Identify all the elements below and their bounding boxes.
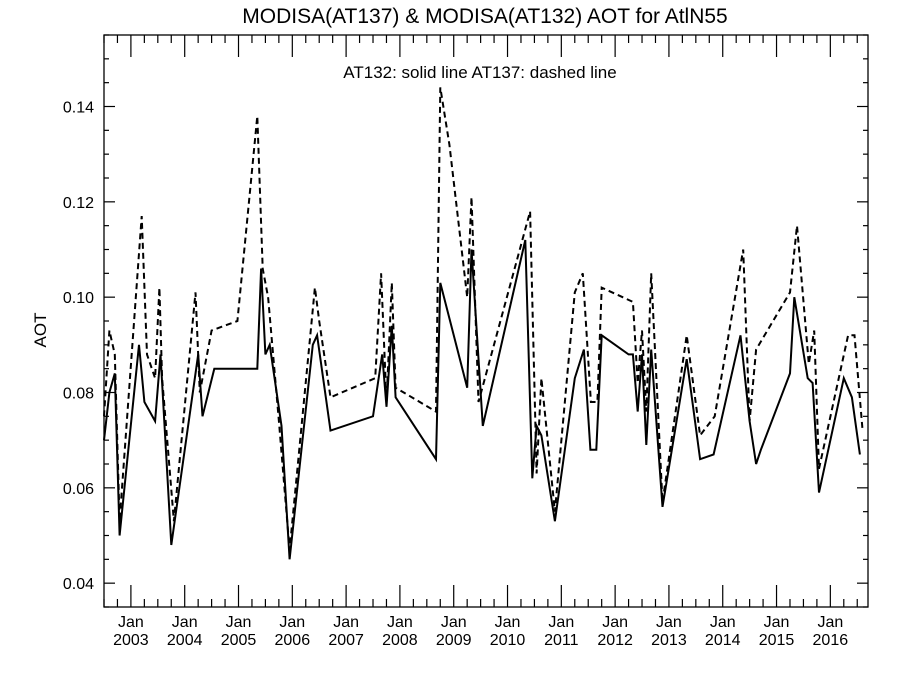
- x-tick-label-month: Jan: [656, 614, 682, 631]
- x-tick-label-month: Jan: [495, 614, 521, 631]
- x-tick-label-year: 2004: [167, 632, 203, 649]
- x-tick-label-month: Jan: [602, 614, 628, 631]
- y-tick-label: 0.04: [63, 576, 94, 593]
- x-tick-label-month: Jan: [548, 614, 574, 631]
- y-tick-label: 0.12: [63, 195, 94, 212]
- x-tick-label-year: 2011: [544, 632, 579, 649]
- x-tick-label-year: 2014: [705, 632, 741, 649]
- x-tick-label-year: 2016: [813, 632, 849, 649]
- x-tick-label-year: 2013: [651, 632, 687, 649]
- x-tick-label-year: 2003: [113, 632, 149, 649]
- series-annotation: AT132: solid line AT137: dashed line: [343, 63, 616, 82]
- y-tick-label: 0.08: [63, 386, 94, 403]
- x-tick-label-year: 2006: [275, 632, 311, 649]
- y-tick-label: 0.14: [63, 100, 94, 117]
- chart-title: MODISA(AT137) & MODISA(AT132) AOT for At…: [242, 5, 727, 28]
- axis-layer: 0.040.060.080.100.120.14Jan2003Jan2004Ja…: [63, 34, 868, 649]
- y-tick-label: 0.06: [63, 481, 94, 498]
- x-tick-label-year: 2007: [328, 632, 364, 649]
- y-axis-label: AOT: [31, 313, 50, 348]
- x-tick-label-month: Jan: [710, 614, 736, 631]
- series-line-at137: [103, 87, 864, 550]
- x-tick-label-month: Jan: [333, 614, 359, 631]
- y-tick-label: 0.10: [63, 290, 94, 307]
- x-tick-label-year: 2010: [490, 632, 526, 649]
- x-tick-label-month: Jan: [387, 614, 413, 631]
- x-tick-label-year: 2015: [759, 632, 795, 649]
- x-tick-label-year: 2008: [382, 632, 418, 649]
- x-tick-label-month: Jan: [172, 614, 198, 631]
- x-tick-label-month: Jan: [764, 614, 790, 631]
- x-tick-label-year: 2005: [221, 632, 257, 649]
- series-line-at132: [103, 239, 861, 560]
- plot-frame: [103, 34, 869, 608]
- x-tick-label-month: Jan: [118, 614, 144, 631]
- x-tick-label-month: Jan: [279, 614, 305, 631]
- x-tick-label-month: Jan: [817, 614, 843, 631]
- series-layer: [103, 87, 864, 560]
- x-tick-label-year: 2009: [436, 632, 472, 649]
- x-tick-label-month: Jan: [441, 614, 467, 631]
- x-tick-label-month: Jan: [226, 614, 252, 631]
- x-tick-label-year: 2012: [597, 632, 633, 649]
